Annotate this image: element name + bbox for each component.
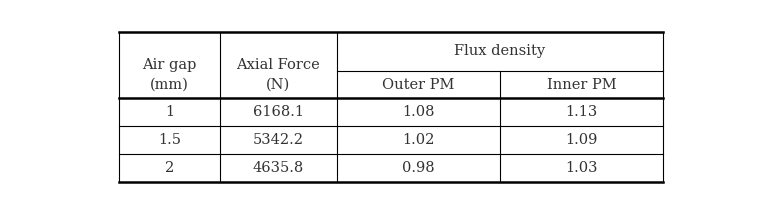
Text: 1.13: 1.13	[565, 105, 597, 119]
Text: 1.08: 1.08	[402, 105, 434, 119]
Text: Air gap: Air gap	[142, 58, 197, 72]
Text: Axial Force: Axial Force	[237, 58, 320, 72]
Text: Outer PM: Outer PM	[382, 78, 455, 92]
Text: 4635.8: 4635.8	[253, 161, 304, 175]
Text: 1.09: 1.09	[565, 133, 597, 147]
Text: Inner PM: Inner PM	[546, 78, 617, 92]
Text: Flux density: Flux density	[454, 45, 546, 59]
Text: 1.03: 1.03	[565, 161, 597, 175]
Text: 0.98: 0.98	[402, 161, 435, 175]
Text: 1: 1	[165, 105, 174, 119]
Text: 1.02: 1.02	[402, 133, 434, 147]
Text: 6168.1: 6168.1	[253, 105, 304, 119]
Text: (mm): (mm)	[150, 78, 188, 92]
Text: 5342.2: 5342.2	[253, 133, 304, 147]
Text: 2: 2	[165, 161, 174, 175]
Text: 1.5: 1.5	[158, 133, 181, 147]
Text: (N): (N)	[266, 78, 290, 92]
